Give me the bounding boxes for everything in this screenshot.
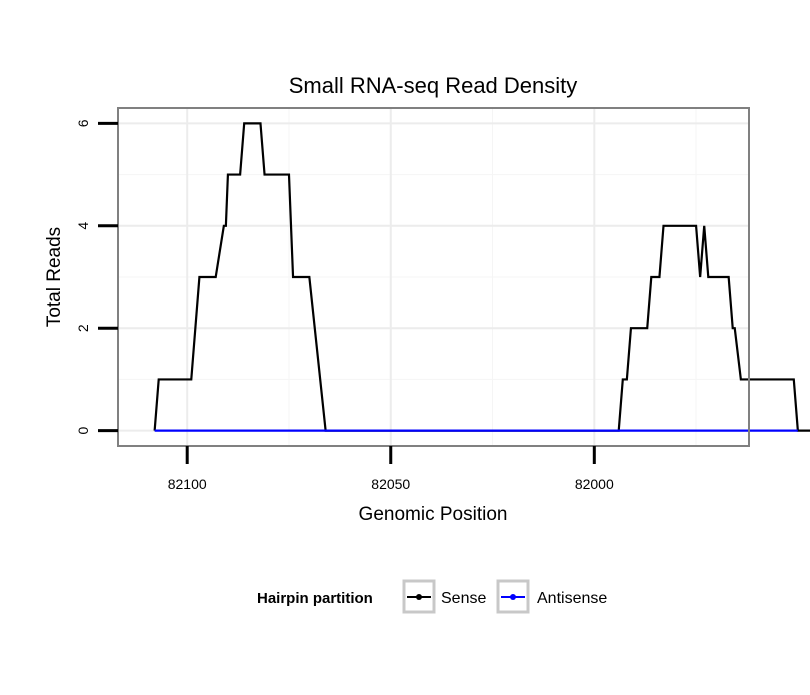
- legend-label-antisense: Antisense: [537, 590, 607, 607]
- legend-key-sense-point: [416, 594, 422, 600]
- x-tick-label: 82100: [168, 476, 207, 492]
- y-tick-label: 0: [75, 427, 91, 435]
- legend-key-antisense-box: [496, 579, 530, 614]
- y-tick-label: 6: [75, 119, 91, 127]
- legend-entry-sense: Sense: [402, 579, 486, 614]
- legend-title: Hairpin partition: [257, 590, 373, 607]
- x-axis-title: Genomic Position: [359, 504, 508, 525]
- x-tick-label: 82000: [575, 476, 614, 492]
- x-tick-label: 82050: [371, 476, 410, 492]
- y-axis: 0 2 4 6: [75, 119, 118, 435]
- series-lines: [153, 122, 810, 432]
- y-axis-title: Total Reads: [44, 227, 65, 327]
- y-tick-label: 2: [75, 324, 91, 332]
- legend-key-sense-box: [402, 579, 436, 614]
- plot-border: [117, 107, 750, 447]
- x-axis: 82100 82050 82000: [168, 446, 614, 492]
- chart-title: Small RNA-seq Read Density: [289, 73, 578, 98]
- legend-key-antisense-point: [510, 594, 516, 600]
- series-line-sense: [153, 122, 810, 432]
- y-tick-label: 4: [75, 222, 91, 230]
- legend-entry-antisense: Antisense: [496, 579, 607, 614]
- legend-label-sense: Sense: [441, 590, 486, 607]
- legend: Hairpin partition Sense Antisense: [257, 579, 607, 614]
